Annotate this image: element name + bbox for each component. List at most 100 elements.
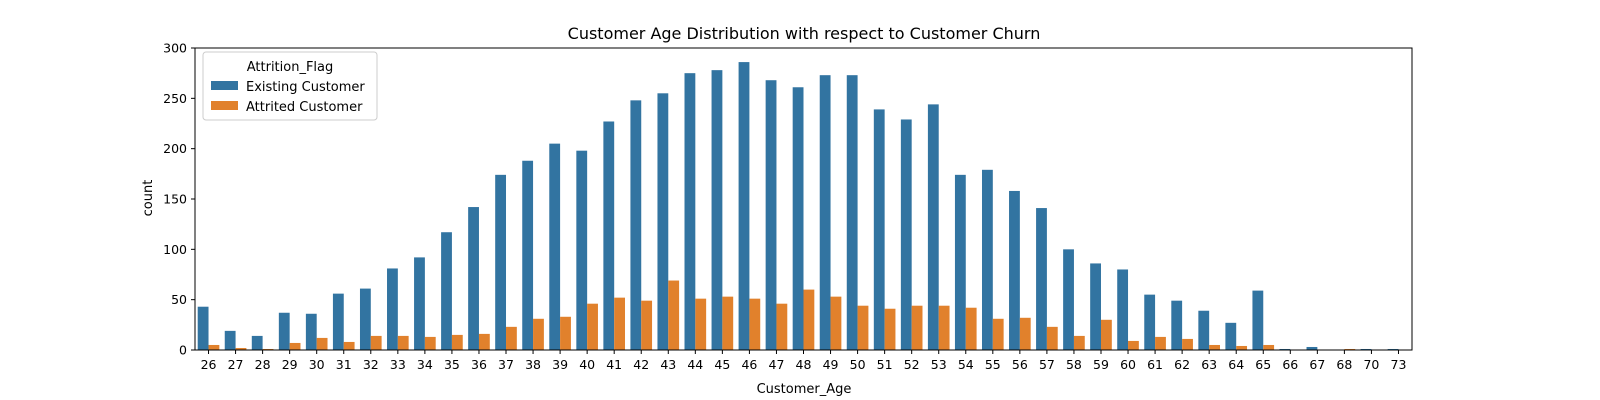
x-tick-label-28: 28 — [255, 357, 271, 372]
bar-attrited-age-62 — [1182, 338, 1193, 350]
legend-title: Attrition_Flag — [247, 60, 334, 75]
legend-swatch-attrited — [211, 101, 238, 110]
bar-existing-age-67 — [1306, 346, 1318, 350]
x-tick-label-37: 37 — [498, 357, 514, 372]
bar-existing-age-46 — [738, 62, 750, 351]
x-tick-label-55: 55 — [985, 357, 1001, 372]
x-tick-label-54: 54 — [958, 357, 974, 372]
bars-layer — [197, 62, 1399, 351]
x-tick-label-35: 35 — [444, 357, 460, 372]
bar-attrited-age-54 — [965, 307, 977, 350]
bar-attrited-age-49 — [830, 296, 842, 350]
bar-attrited-age-63 — [1209, 344, 1220, 350]
bar-existing-age-43 — [657, 93, 669, 351]
x-tick-label-64: 64 — [1228, 357, 1244, 372]
x-tick-label-44: 44 — [687, 357, 703, 372]
bar-attrited-age-60 — [1128, 340, 1139, 350]
bar-attrited-age-47 — [776, 303, 788, 350]
x-tick-label-59: 59 — [1093, 357, 1109, 372]
bar-attrited-age-61 — [1155, 336, 1166, 350]
x-tick-label-68: 68 — [1336, 357, 1352, 372]
bar-existing-age-39 — [549, 143, 561, 350]
bar-attrited-age-58 — [1073, 335, 1085, 350]
bar-existing-age-41 — [603, 121, 615, 351]
x-tick-label-51: 51 — [877, 357, 893, 372]
x-tick-label-57: 57 — [1039, 357, 1055, 372]
x-tick-label-66: 66 — [1282, 357, 1298, 372]
x-tick-label-70: 70 — [1363, 357, 1379, 372]
bar-existing-age-62 — [1171, 300, 1183, 350]
y-tick-label-0: 0 — [179, 343, 187, 358]
bar-attrited-age-53 — [938, 305, 950, 350]
bar-attrited-age-29 — [289, 342, 301, 350]
bar-existing-age-29 — [278, 312, 290, 350]
bar-attrited-age-44 — [695, 298, 707, 350]
x-tick-label-73: 73 — [1391, 357, 1407, 372]
bar-attrited-age-55 — [992, 318, 1004, 350]
bar-attrited-age-45 — [722, 296, 734, 350]
x-tick-label-34: 34 — [417, 357, 433, 372]
bar-existing-age-44 — [684, 73, 696, 351]
bar-attrited-age-42 — [641, 300, 653, 350]
axes-layer: 26 27 28 29 30 31 32 33 34 35 36 37 38 39 40 41 42 43 44 45… — [163, 41, 1413, 372]
bar-attrited-age-41 — [614, 297, 626, 350]
bar-attrited-age-32 — [370, 335, 382, 350]
bar-attrited-age-56 — [1019, 317, 1031, 350]
y-tick-label-300: 300 — [163, 41, 187, 56]
bar-existing-age-61 — [1144, 294, 1156, 350]
y-tick-label-250: 250 — [163, 91, 187, 106]
x-tick-label-31: 31 — [336, 357, 352, 372]
x-tick-label-45: 45 — [714, 357, 730, 372]
bar-attrited-age-43 — [668, 280, 680, 350]
x-tick-label-50: 50 — [850, 357, 866, 372]
bar-existing-age-60 — [1117, 269, 1129, 350]
bar-existing-age-58 — [1063, 249, 1074, 350]
x-tick-label-48: 48 — [796, 357, 812, 372]
bar-attrited-age-34 — [424, 336, 436, 350]
x-tick-label-62: 62 — [1174, 357, 1190, 372]
bar-existing-age-66 — [1279, 348, 1291, 350]
x-tick-label-33: 33 — [390, 357, 406, 372]
bar-existing-age-38 — [522, 160, 534, 350]
bar-attrited-age-27 — [235, 347, 247, 350]
x-tick-label-49: 49 — [823, 357, 839, 372]
bar-attrited-age-64 — [1236, 345, 1248, 350]
legend-label-existing: Existing Customer — [246, 80, 365, 95]
x-tick-label-29: 29 — [282, 357, 298, 372]
legend: Attrition_Flag Existing Customer Attrite… — [202, 51, 378, 121]
x-tick-label-47: 47 — [769, 357, 785, 372]
bar-attrited-age-35 — [451, 334, 463, 350]
bar-attrited-age-51 — [884, 308, 896, 350]
bar-existing-age-57 — [1036, 208, 1047, 350]
bar-existing-age-49 — [819, 75, 831, 351]
x-tick-label-61: 61 — [1147, 357, 1163, 372]
bar-existing-age-51 — [873, 109, 885, 350]
bar-existing-age-42 — [630, 100, 642, 350]
bar-existing-age-70 — [1360, 348, 1372, 350]
bar-attrited-age-57 — [1046, 326, 1058, 350]
bar-existing-age-59 — [1090, 263, 1101, 350]
x-tick-label-41: 41 — [606, 357, 622, 372]
bar-existing-age-48 — [792, 87, 804, 350]
x-axis-label: Customer_Age — [757, 382, 852, 397]
bar-attrited-age-36 — [478, 333, 490, 350]
x-tick-label-27: 27 — [228, 357, 244, 372]
y-tick-label-100: 100 — [163, 242, 187, 257]
y-tick-label-150: 150 — [163, 192, 187, 207]
bar-attrited-age-33 — [397, 335, 409, 350]
chart-title: Customer Age Distribution with respect t… — [568, 24, 1041, 43]
x-tick-label-42: 42 — [633, 357, 649, 372]
x-tick-label-63: 63 — [1201, 357, 1217, 372]
x-tick-label-26: 26 — [201, 357, 217, 372]
legend-swatch-existing — [211, 81, 238, 90]
bar-existing-age-47 — [765, 80, 777, 351]
bar-existing-age-26 — [197, 306, 209, 350]
bar-existing-age-53 — [927, 104, 939, 351]
bar-existing-age-56 — [1009, 190, 1020, 350]
bar-existing-age-37 — [495, 174, 507, 350]
bar-existing-age-63 — [1198, 310, 1210, 350]
bar-existing-age-65 — [1252, 290, 1264, 350]
legend-frame — [202, 51, 378, 121]
